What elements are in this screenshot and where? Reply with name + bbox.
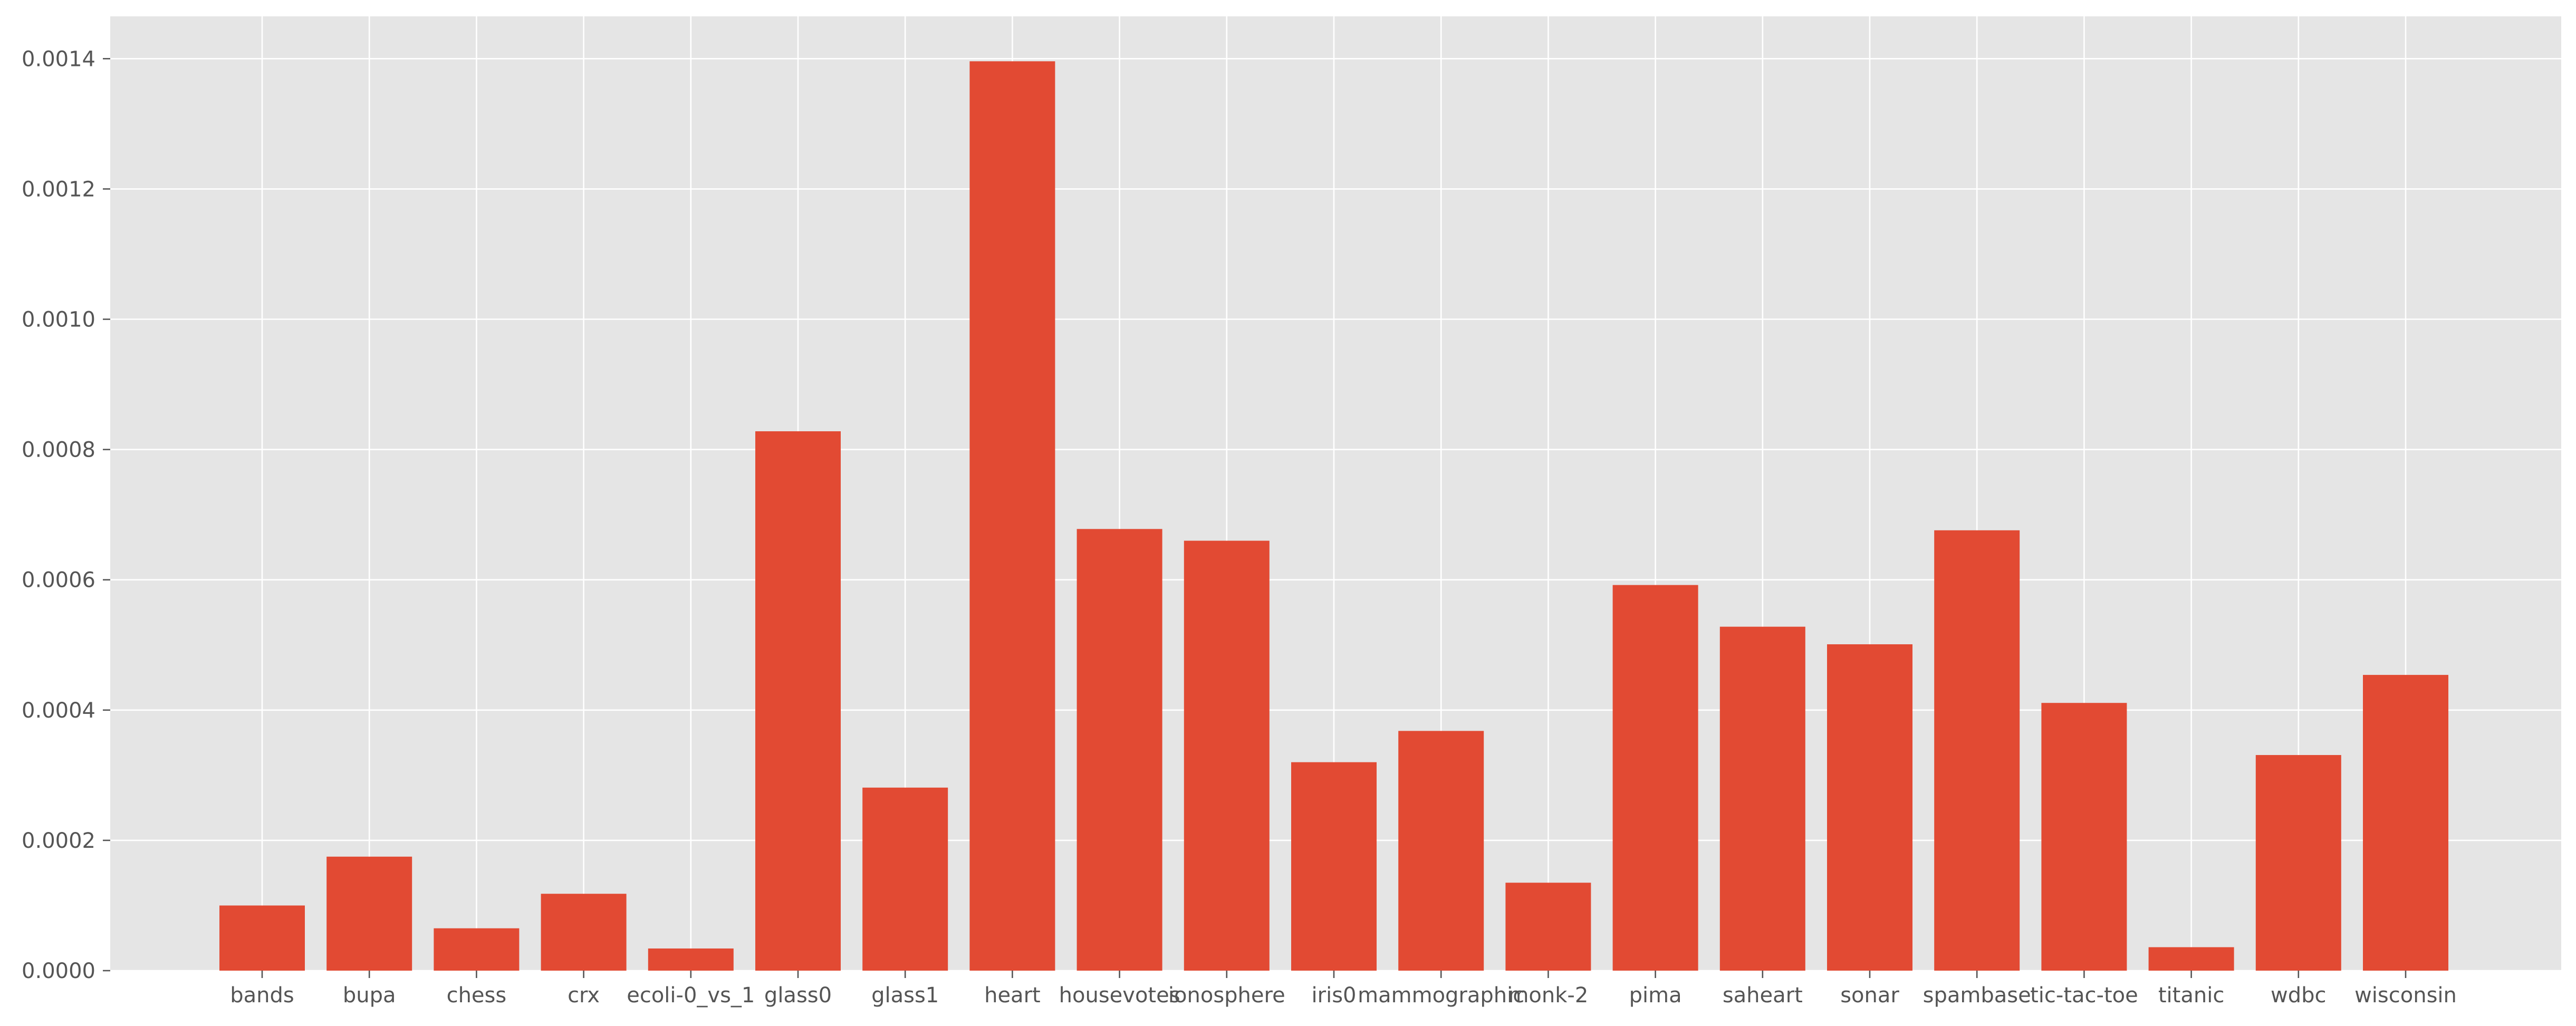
bar-ionosphere xyxy=(1184,540,1270,971)
bar-mammographic xyxy=(1398,731,1484,971)
bar-crx xyxy=(541,894,627,971)
bars xyxy=(219,61,2448,971)
bar-spambase xyxy=(1934,530,2020,971)
x-tick-label: chess xyxy=(447,983,507,1008)
x-tick-label: housevotes xyxy=(1059,983,1180,1008)
x-tick-label: bupa xyxy=(343,983,396,1008)
bar-bands xyxy=(219,905,305,971)
bar-monk-2 xyxy=(1505,883,1591,971)
y-tick-label: 0.0014 xyxy=(22,47,95,71)
x-tick-label: crx xyxy=(568,983,600,1008)
x-tick-label: monk-2 xyxy=(1508,983,1588,1008)
bar-chess xyxy=(434,928,520,971)
bar-glass0 xyxy=(755,431,841,971)
bar-wdbc xyxy=(2255,755,2341,971)
bar-ecoli-0_vs_1 xyxy=(648,948,734,971)
x-tick-label: tic-tac-toe xyxy=(2030,983,2138,1008)
x-tick-label: mammographic xyxy=(1358,983,1524,1008)
y-tick-label: 0.0010 xyxy=(22,308,95,332)
y-tick-label: 0.0008 xyxy=(22,438,95,462)
bar-titanic xyxy=(2148,947,2234,971)
x-axis-ticks: bands bupa chess crx ecoli-0_vs_1 glass0 glass… xyxy=(230,971,2457,1008)
bar-iris0 xyxy=(1291,762,1377,971)
bar-pima xyxy=(1612,585,1698,971)
y-tick-label: 0.0006 xyxy=(22,568,95,593)
y-tick-label: 0.0002 xyxy=(22,829,95,853)
x-tick-label: wdbc xyxy=(2271,983,2327,1008)
x-tick-label: ionosphere xyxy=(1168,983,1285,1008)
y-tick-label: 0.0012 xyxy=(22,177,95,201)
x-tick-label: iris0 xyxy=(1312,983,1357,1008)
bar-heart xyxy=(969,61,1055,971)
x-tick-label: sonar xyxy=(1840,983,1899,1008)
x-tick-label: glass0 xyxy=(764,983,832,1008)
x-tick-label: bands xyxy=(230,983,294,1008)
x-tick-label: spambase xyxy=(1923,983,2031,1008)
x-tick-label: pima xyxy=(1629,983,1682,1008)
x-tick-label: saheart xyxy=(1723,983,1803,1008)
x-tick-label: wisconsin xyxy=(2354,983,2457,1008)
y-axis-ticks: 0.0000 0.0002 0.0004 0.0006 0.0008 0.0010 0.00… xyxy=(22,47,110,983)
x-tick-label: titanic xyxy=(2158,983,2224,1008)
bar-sonar xyxy=(1827,644,1912,971)
bar-saheart xyxy=(1719,626,1805,971)
bar-tic-tac-toe xyxy=(2041,703,2127,971)
bar-wisconsin xyxy=(2363,675,2448,971)
x-tick-label: glass1 xyxy=(871,983,939,1008)
y-tick-label: 0.0000 xyxy=(22,959,95,983)
bar-housevotes xyxy=(1076,529,1162,971)
bar-glass1 xyxy=(862,787,948,971)
x-tick-label: ecoli-0_vs_1 xyxy=(627,983,755,1008)
y-tick-label: 0.0004 xyxy=(22,699,95,723)
x-tick-label: heart xyxy=(984,983,1041,1008)
bar-bupa xyxy=(326,856,412,971)
